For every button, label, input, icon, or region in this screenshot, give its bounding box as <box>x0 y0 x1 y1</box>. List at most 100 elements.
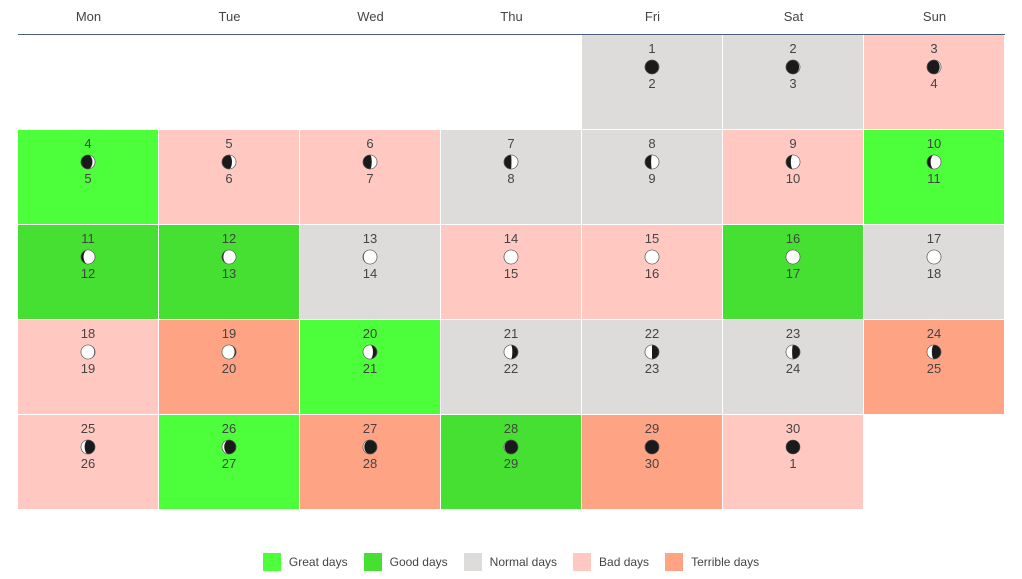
moon-phase-icon <box>221 249 237 265</box>
moon-phase-icon <box>644 344 660 360</box>
moon-phase-icon <box>362 344 378 360</box>
calendar-day-cell[interactable]: 22 23 <box>582 320 723 415</box>
lunar-day-number: 23 <box>644 361 660 376</box>
lunar-day-number: 20 <box>221 361 237 376</box>
day-number: 9 <box>789 136 797 151</box>
lunar-day-number: 8 <box>507 171 515 186</box>
calendar-day-cell[interactable]: 30 1 <box>723 415 864 510</box>
calendar-day-cell[interactable]: 11 12 <box>18 225 159 320</box>
moon-phase-icon <box>221 154 237 170</box>
legend-swatch <box>573 553 592 571</box>
legend-swatch <box>665 553 684 571</box>
day-number: 19 <box>221 326 237 341</box>
moon-phase-icon <box>362 439 378 455</box>
lunar-day-number: 2 <box>648 76 656 91</box>
legend-item-great: Great days <box>262 553 348 571</box>
calendar-day-cell[interactable]: 13 14 <box>300 225 441 320</box>
calendar-day-cell[interactable]: 10 11 <box>864 130 1005 225</box>
moon-phase-icon <box>80 249 96 265</box>
day-number: 21 <box>503 326 519 341</box>
calendar-day-cell[interactable]: 29 30 <box>582 415 723 510</box>
calendar-day-cell[interactable]: 12 13 <box>159 225 300 320</box>
lunar-day-number: 16 <box>644 266 660 281</box>
legend-item-good: Good days <box>363 553 448 571</box>
moon-phase-icon <box>362 249 378 265</box>
calendar-day-cell[interactable]: 17 18 <box>864 225 1005 320</box>
calendar-day-cell[interactable]: 26 27 <box>159 415 300 510</box>
calendar-day-cell[interactable]: 18 19 <box>18 320 159 415</box>
day-number: 11 <box>81 231 95 246</box>
calendar-day-cell[interactable]: 23 24 <box>723 320 864 415</box>
calendar-empty-cell <box>159 35 300 130</box>
moon-phase-icon <box>785 439 801 455</box>
day-number: 28 <box>503 421 519 436</box>
moon-phase-icon <box>785 344 801 360</box>
weekday-header: Mon Tue Wed Thu Fri Sat Sun <box>18 0 1005 36</box>
day-number: 27 <box>362 421 378 436</box>
lunar-day-number: 14 <box>362 266 378 281</box>
calendar-grid: 1 2 2 3 3 4 4 5 5 6 6 7 7 8 8 9 9 10 10 11 11 12 12 13 13 14 14 15 1… <box>18 35 1005 510</box>
legend-item-bad: Bad days <box>573 553 649 571</box>
calendar-day-cell[interactable]: 25 26 <box>18 415 159 510</box>
legend-item-normal: Normal days <box>463 553 557 571</box>
moon-phase-icon <box>503 439 519 455</box>
calendar-day-cell[interactable]: 28 29 <box>441 415 582 510</box>
moon-phase-icon <box>644 439 660 455</box>
moon-phase-icon <box>80 344 96 360</box>
day-number: 18 <box>80 326 96 341</box>
day-number: 29 <box>644 421 660 436</box>
day-number: 16 <box>785 231 801 246</box>
lunar-day-number: 12 <box>80 266 96 281</box>
legend-label: Great days <box>288 555 348 569</box>
lunar-day-number: 5 <box>84 171 92 186</box>
lunar-day-number: 27 <box>221 456 237 471</box>
lunar-day-number: 17 <box>785 266 801 281</box>
lunar-day-number: 6 <box>225 171 233 186</box>
calendar-day-cell[interactable]: 21 22 <box>441 320 582 415</box>
moon-phase-icon <box>926 249 942 265</box>
calendar-day-cell[interactable]: 15 16 <box>582 225 723 320</box>
moon-phase-icon <box>221 344 237 360</box>
lunar-day-number: 10 <box>785 171 801 186</box>
lunar-day-number: 11 <box>927 171 941 186</box>
calendar-day-cell[interactable]: 14 15 <box>441 225 582 320</box>
lunar-day-number: 29 <box>503 456 519 471</box>
lunar-day-number: 13 <box>221 266 237 281</box>
lunar-day-number: 30 <box>644 456 660 471</box>
calendar-empty-cell <box>864 415 1005 510</box>
day-number: 8 <box>648 136 656 151</box>
moon-phase-icon <box>503 154 519 170</box>
day-number: 12 <box>221 231 237 246</box>
legend-swatch <box>363 553 382 571</box>
moon-phase-icon <box>644 59 660 75</box>
moon-phase-icon <box>503 344 519 360</box>
calendar-day-cell[interactable]: 20 21 <box>300 320 441 415</box>
legend: Great days Good days Normal days Bad days Te… <box>0 553 1022 571</box>
day-number: 30 <box>785 421 801 436</box>
lunar-day-number: 18 <box>926 266 942 281</box>
calendar-empty-cell <box>300 35 441 130</box>
day-number: 17 <box>926 231 942 246</box>
legend-label: Bad days <box>599 555 650 569</box>
weekday-sat: Sat <box>783 9 804 24</box>
calendar-day-cell[interactable]: 16 17 <box>723 225 864 320</box>
calendar-day-cell[interactable]: 19 20 <box>159 320 300 415</box>
day-number: 15 <box>644 231 660 246</box>
moon-phase-icon <box>80 154 96 170</box>
calendar-day-cell[interactable]: 24 25 <box>864 320 1005 415</box>
lunar-day-number: 15 <box>503 266 519 281</box>
day-number: 7 <box>507 136 515 151</box>
calendar-empty-cell <box>18 35 159 130</box>
day-number: 24 <box>926 326 942 341</box>
day-number: 1 <box>648 41 656 56</box>
calendar-day-cell[interactable]: 27 28 <box>300 415 441 510</box>
calendar-day-cell[interactable]: 9 10 <box>723 130 864 225</box>
